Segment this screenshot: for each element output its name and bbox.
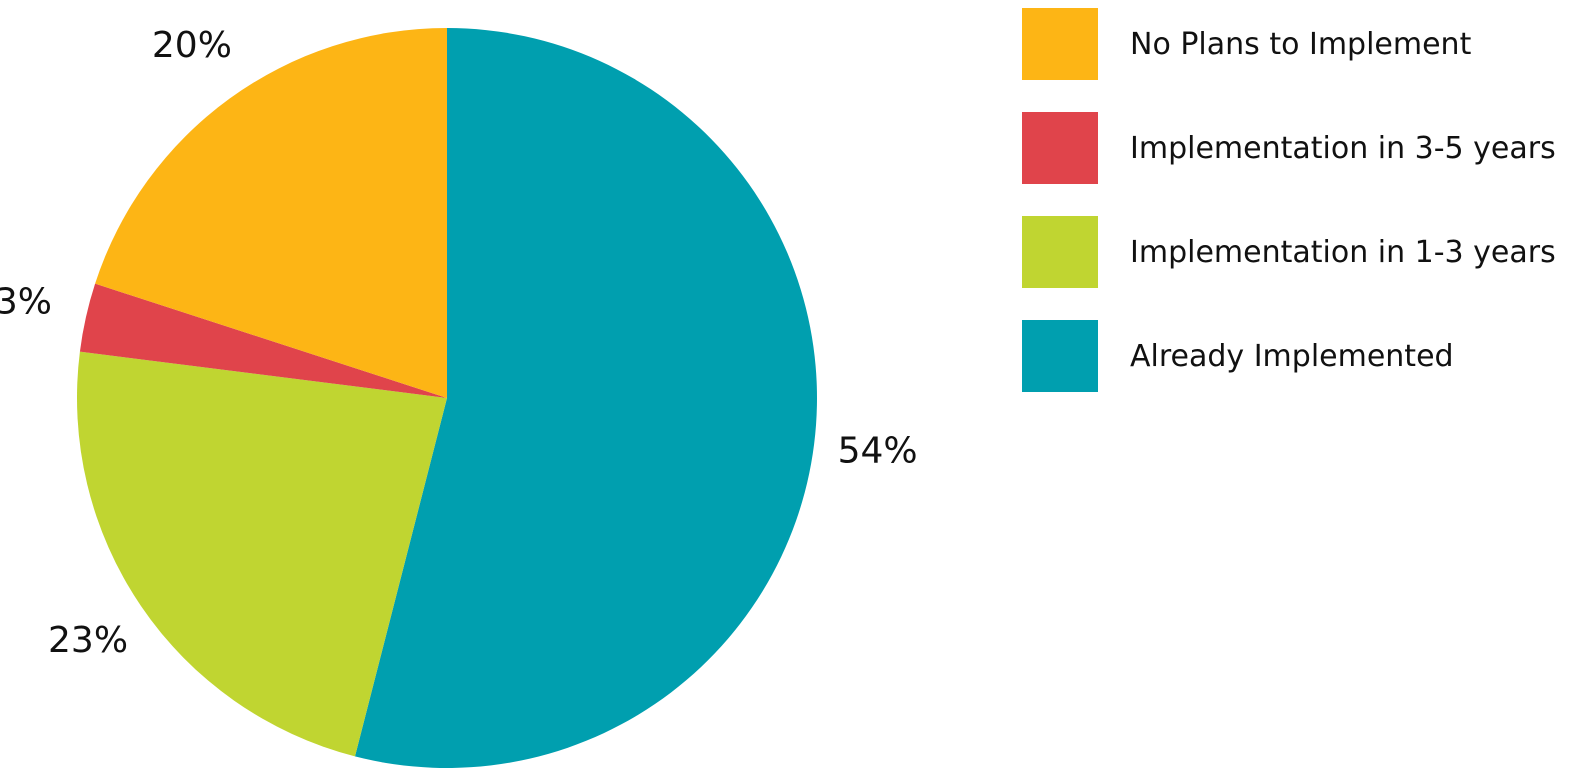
- pie-label-implementation-in-1-3-years: 23%: [48, 620, 128, 661]
- legend-label-3-5-years: Implementation in 3-5 years: [1130, 130, 1556, 166]
- legend-label-already-implemented: Already Implemented: [1130, 338, 1454, 374]
- legend-item-no-plans: No Plans to Implement: [1022, 8, 1556, 80]
- pie-chart-svg: 54% 23% 3% 20%: [0, 25, 918, 769]
- legend-item-already-implemented: Already Implemented: [1022, 320, 1556, 392]
- legend-swatch-no-plans: [1022, 8, 1098, 80]
- legend-item-1-3-years: Implementation in 1-3 years: [1022, 216, 1556, 288]
- pie-label-implementation-in-3-5-years: 3%: [0, 281, 52, 322]
- legend-swatch-1-3-years: [1022, 216, 1098, 288]
- legend-label-no-plans: No Plans to Implement: [1130, 26, 1472, 62]
- pie-label-no-plans-to-implement: 20%: [152, 25, 232, 66]
- pie-slice-implementation-in-1-3-years: [77, 351, 448, 757]
- legend-item-3-5-years: Implementation in 3-5 years: [1022, 112, 1556, 184]
- legend-swatch-already-implemented: [1022, 320, 1098, 392]
- pie-label-already-implemented: 54%: [838, 430, 918, 471]
- pie-slice-no-plans-to-implement: [95, 28, 447, 398]
- chart-legend: No Plans to Implement Implementation in …: [1022, 8, 1556, 424]
- pie-slice-already-implemented: [354, 28, 818, 769]
- legend-swatch-3-5-years: [1022, 112, 1098, 184]
- legend-label-1-3-years: Implementation in 1-3 years: [1130, 234, 1556, 270]
- pie-slice-implementation-in-3-5-years: [79, 283, 448, 398]
